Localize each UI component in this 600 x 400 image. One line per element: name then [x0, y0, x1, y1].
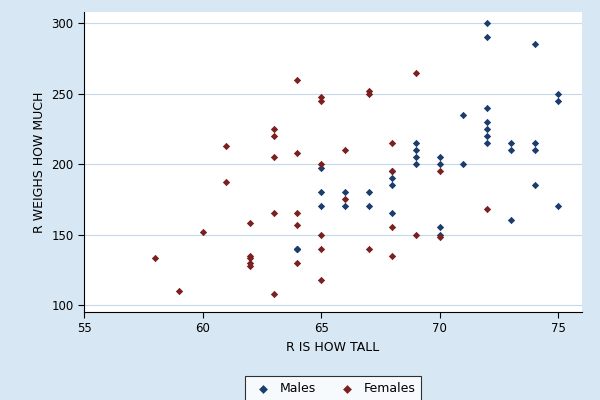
Females	[340, 147, 350, 153]
Females	[388, 224, 397, 231]
Females	[388, 252, 397, 259]
Females	[482, 206, 492, 212]
Males	[316, 203, 326, 210]
Males	[482, 34, 492, 40]
Females	[435, 234, 445, 240]
Males	[435, 161, 445, 167]
Males	[482, 104, 492, 111]
Females	[198, 228, 208, 235]
Females	[316, 161, 326, 167]
Females	[316, 246, 326, 252]
Males	[482, 119, 492, 125]
Y-axis label: R WEIGHS HOW MUCH: R WEIGHS HOW MUCH	[33, 91, 46, 233]
Females	[364, 90, 373, 97]
Females	[293, 210, 302, 217]
Males	[411, 147, 421, 153]
Males	[388, 210, 397, 217]
Females	[411, 231, 421, 238]
Males	[411, 154, 421, 160]
Females	[221, 143, 231, 149]
Males	[530, 140, 539, 146]
Females	[245, 252, 255, 259]
Females	[364, 246, 373, 252]
Males	[553, 203, 563, 210]
Males	[458, 112, 468, 118]
Females	[245, 262, 255, 269]
Females	[245, 220, 255, 226]
Females	[269, 290, 278, 297]
Males	[411, 140, 421, 146]
Females	[293, 222, 302, 228]
Males	[530, 147, 539, 153]
Females	[269, 154, 278, 160]
Females	[364, 88, 373, 94]
Females	[411, 69, 421, 76]
Females	[221, 179, 231, 186]
Females	[316, 93, 326, 100]
Females	[316, 276, 326, 283]
Males	[340, 189, 350, 196]
Males	[316, 189, 326, 196]
Males	[388, 168, 397, 174]
Males	[553, 98, 563, 104]
X-axis label: R IS HOW TALL: R IS HOW TALL	[286, 341, 380, 354]
Females	[388, 168, 397, 174]
Males	[411, 161, 421, 167]
Males	[482, 20, 492, 26]
Males	[482, 140, 492, 146]
Males	[293, 246, 302, 252]
Females	[293, 76, 302, 83]
Males	[435, 154, 445, 160]
Females	[269, 126, 278, 132]
Females	[245, 260, 255, 266]
Females	[293, 150, 302, 156]
Males	[482, 133, 492, 139]
Males	[530, 182, 539, 188]
Males	[482, 126, 492, 132]
Males	[435, 231, 445, 238]
Males	[553, 90, 563, 97]
Males	[364, 203, 373, 210]
Females	[388, 140, 397, 146]
Males	[506, 147, 515, 153]
Females	[245, 255, 255, 262]
Males	[388, 175, 397, 181]
Females	[269, 133, 278, 139]
Legend: Males, Females: Males, Females	[245, 376, 421, 400]
Females	[269, 210, 278, 217]
Males	[293, 246, 302, 252]
Males	[316, 165, 326, 172]
Females	[151, 255, 160, 262]
Females	[340, 196, 350, 202]
Males	[458, 161, 468, 167]
Males	[530, 41, 539, 48]
Males	[506, 217, 515, 224]
Females	[435, 168, 445, 174]
Males	[293, 246, 302, 252]
Males	[364, 189, 373, 196]
Females	[174, 288, 184, 294]
Males	[435, 224, 445, 231]
Males	[506, 140, 515, 146]
Females	[316, 231, 326, 238]
Males	[388, 182, 397, 188]
Females	[293, 260, 302, 266]
Males	[340, 203, 350, 210]
Females	[316, 98, 326, 104]
